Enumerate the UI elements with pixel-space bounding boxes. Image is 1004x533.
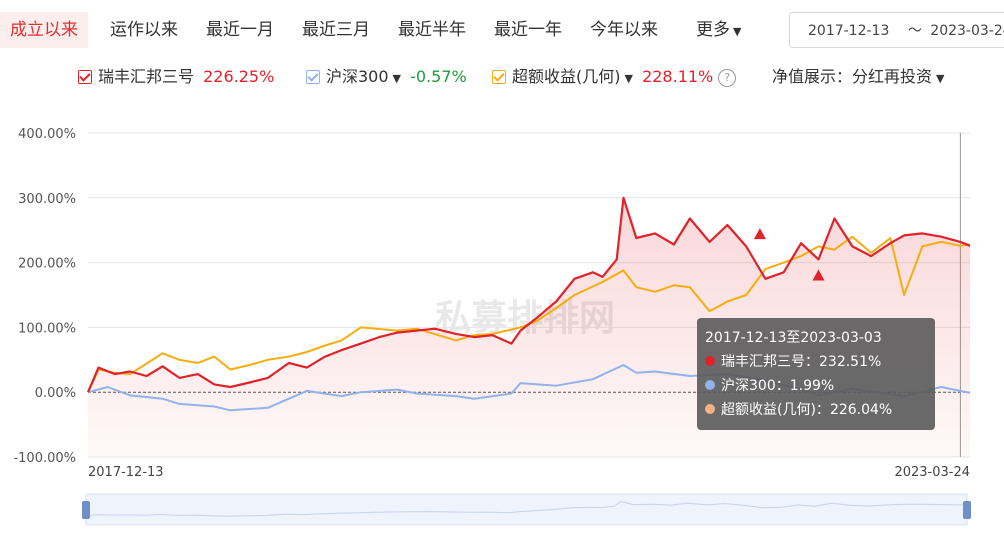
y-tick-label: 300.00% [18,192,76,207]
checkbox-checked-icon[interactable] [306,70,320,84]
tooltip-label: 超额收益(几何)： [721,402,830,418]
legend-index-name: 沪深300 [326,67,389,86]
caret-down-icon[interactable]: ▼ [392,72,402,85]
legend-index[interactable]: 沪深300 ▼ -0.57% [306,64,467,90]
navigator-handle-left[interactable] [82,501,90,519]
tooltip-value: 232.51% [819,354,882,370]
tab-last-year[interactable]: 最近一年 [494,20,562,40]
dot-icon [705,380,715,390]
tab-last-3-months[interactable]: 最近三月 [302,20,370,40]
tab-more[interactable]: 更多 ▼ [686,12,751,48]
tab-last-half-year[interactable]: 最近半年 [398,20,466,40]
range-navigator[interactable] [85,493,968,526]
help-icon[interactable]: ? [718,69,737,87]
event-marker [812,269,825,281]
tab-more-label: 更多 [696,20,730,40]
nav-display[interactable]: 净值展示：分红再投资 ▼ [772,64,945,90]
date-start: 2017-12-13 [808,23,890,39]
tab-since-inception[interactable]: 成立以来 [0,12,88,48]
y-tick-label: 200.00% [18,257,76,272]
tab-year-to-date[interactable]: 今年以来 [590,20,658,40]
date-range-picker[interactable]: 2017-12-13 ～ 2023-03-24 [789,12,1004,48]
period-tabs: 成立以来 运作以来 最近一月 最近三月 最近半年 最近一年 今年以来 更多 ▼ [0,12,1004,48]
date-end: 2023-03-24 [930,23,1004,39]
tooltip-value: 1.99% [789,378,835,394]
watermark: 私募排排网 [435,298,615,339]
checkbox-checked-icon[interactable] [78,70,92,84]
legend-excess-name: 超额收益(几何) [512,67,621,86]
tooltip-label: 沪深300： [721,378,790,394]
checkbox-checked-icon[interactable] [492,70,506,84]
date-separator: ～ [907,23,922,39]
event-marker [753,228,766,240]
tooltip-row-fund: 瑞丰汇邦三号：232.51% [705,350,927,374]
dot-icon [705,404,715,414]
legend-index-value: -0.57% [410,67,467,86]
navigator-handle-right[interactable] [963,501,971,519]
tab-since-operation[interactable]: 运作以来 [110,20,178,40]
tooltip-value: 226.04% [829,402,893,418]
legend-fund-value: 226.25% [203,67,275,86]
y-tick-label: 100.00% [18,321,76,336]
navigator-preview-line [85,500,968,517]
y-tick-label: 400.00% [18,127,76,142]
legend-excess-value: 228.11% [642,67,714,86]
caret-down-icon: ▼ [733,25,742,38]
legend-fund[interactable]: 瑞丰汇邦三号 226.25% [78,64,274,90]
tooltip-title: 2017-12-13至2023-03-03 [705,330,882,346]
x-tick-label: 2023-03-24 [894,465,970,480]
y-tick-label: -100.00% [13,451,76,466]
legend-fund-name: 瑞丰汇邦三号 [98,67,195,86]
dot-icon [705,356,715,366]
nav-display-label: 净值展示： [772,67,853,86]
chart-tooltip: 2017-12-13至2023-03-03 瑞丰汇邦三号：232.51% 沪深3… [697,318,935,430]
caret-down-icon[interactable]: ▼ [624,72,633,85]
tab-last-month[interactable]: 最近一月 [206,20,274,40]
tooltip-label: 瑞丰汇邦三号： [721,354,819,370]
y-tick-label: 0.00% [35,386,76,401]
caret-down-icon: ▼ [936,72,945,85]
legend-excess[interactable]: 超额收益(几何) ▼ 228.11% ? [492,64,737,90]
x-tick-label: 2017-12-13 [88,465,164,480]
tooltip-row-excess: 超额收益(几何)：226.04% [705,398,927,422]
nav-display-value: 分红再投资 [852,67,933,86]
tooltip-row-index: 沪深300：1.99% [705,374,927,398]
